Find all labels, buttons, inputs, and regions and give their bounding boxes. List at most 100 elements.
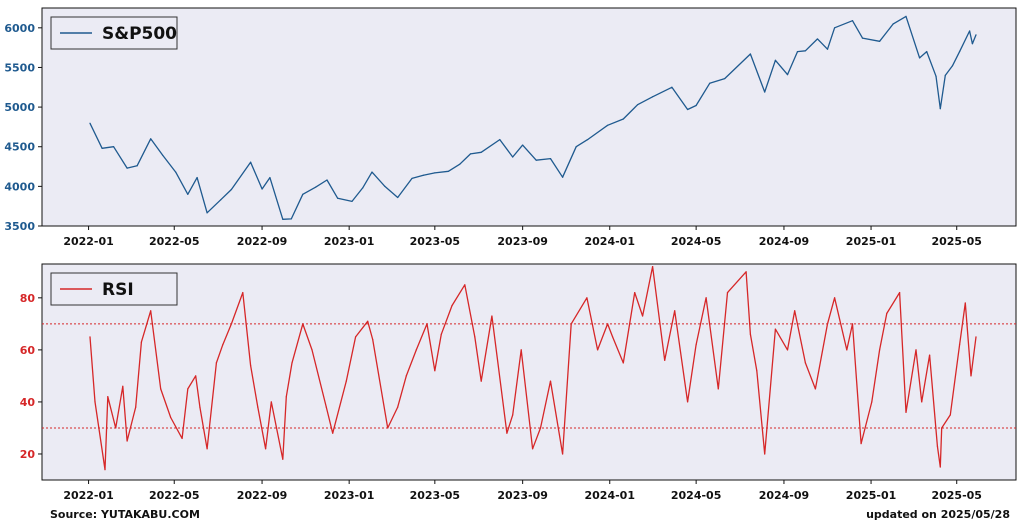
x-tick-label: 2023-05	[410, 489, 461, 502]
data-point	[749, 53, 751, 55]
data-point	[804, 50, 806, 52]
data-point	[958, 51, 961, 53]
data-point	[860, 442, 862, 445]
data-point	[834, 27, 836, 29]
data-point	[181, 437, 183, 439]
data-point	[774, 328, 776, 330]
data-point	[804, 362, 806, 364]
y-tick-label: 60	[20, 344, 36, 357]
x-tick-label: 2023-05	[410, 235, 461, 248]
data-point	[935, 75, 937, 77]
data-point	[671, 86, 673, 88]
data-point	[434, 370, 436, 372]
data-point	[562, 453, 564, 455]
data-point	[764, 453, 766, 455]
data-point	[607, 124, 609, 126]
data-point	[499, 138, 501, 141]
data-point	[270, 401, 272, 403]
data-point	[634, 292, 636, 294]
data-point	[674, 310, 676, 312]
data-point	[918, 57, 921, 59]
data-point	[150, 310, 152, 312]
legend-label: S&P500	[102, 24, 177, 44]
data-point	[796, 51, 799, 53]
data-point	[126, 167, 128, 169]
data-point	[230, 323, 232, 325]
data-point	[786, 349, 789, 351]
data-point	[89, 122, 91, 124]
data-point	[892, 23, 894, 25]
plot-area	[41, 7, 1017, 227]
data-point	[816, 38, 819, 40]
data-point	[175, 171, 177, 173]
data-point	[899, 292, 901, 294]
data-point	[975, 336, 977, 338]
x-tick-label: 2022-05	[149, 235, 200, 248]
data-point	[622, 362, 624, 364]
data-point	[786, 73, 789, 76]
data-point	[332, 432, 334, 434]
data-point	[405, 375, 407, 377]
data-point	[941, 427, 943, 429]
data-point	[206, 212, 208, 214]
data-point	[826, 48, 829, 50]
data-point	[814, 388, 816, 390]
data-point	[187, 388, 189, 390]
data-point	[756, 370, 758, 372]
data-point	[422, 174, 425, 176]
y-tick-label: 80	[20, 292, 36, 305]
legend-label: RSI	[102, 280, 134, 300]
data-point	[905, 411, 907, 413]
data-point	[411, 177, 413, 180]
x-tick-label: 2024-05	[671, 489, 722, 502]
rsi-panel: 20 40 60 80 2022-01 2022-05 2022-09 2023-01 2023…	[20, 263, 1017, 502]
x-tick-label: 2025-05	[931, 235, 982, 248]
data-point	[135, 406, 137, 408]
data-point	[89, 336, 91, 338]
data-point	[695, 104, 697, 107]
data-point	[104, 468, 106, 471]
data-point	[265, 448, 267, 450]
data-point	[964, 302, 966, 304]
data-point	[440, 333, 442, 335]
data-point	[337, 197, 339, 199]
data-point	[285, 396, 287, 398]
data-point	[636, 104, 639, 106]
data-point	[939, 108, 941, 110]
x-tick-label: 2024-05	[671, 235, 722, 248]
y-tick-label: 40	[20, 396, 36, 409]
data-point	[709, 82, 711, 84]
data-point	[651, 96, 654, 98]
data-point	[686, 108, 689, 111]
x-tick-label: 2025-01	[846, 235, 897, 248]
data-point	[250, 364, 252, 367]
data-point	[415, 349, 417, 351]
data-point	[794, 310, 796, 312]
data-point	[971, 43, 974, 45]
data-point	[474, 336, 476, 338]
data-point	[879, 40, 881, 42]
data-point	[491, 315, 493, 317]
data-point	[522, 144, 524, 146]
x-tick-label: 2022-01	[63, 489, 114, 502]
data-point	[150, 138, 152, 140]
data-point	[936, 445, 939, 447]
data-point	[122, 385, 124, 387]
data-point	[230, 188, 232, 191]
y-tick-label: 3500	[4, 220, 35, 233]
data-point	[302, 193, 304, 195]
data-point	[886, 312, 888, 315]
data-point	[861, 37, 864, 39]
data-point	[562, 176, 564, 178]
data-point	[949, 414, 951, 416]
data-point	[426, 323, 428, 325]
data-point	[871, 401, 873, 403]
data-point	[136, 165, 138, 167]
data-point	[520, 349, 522, 351]
data-point	[549, 380, 552, 382]
data-point	[939, 466, 941, 468]
data-point	[282, 218, 284, 220]
source-label: Source: YUTAKABU.COM	[50, 508, 200, 521]
x-tick-label: 2022-01	[63, 235, 114, 248]
data-point	[140, 341, 143, 343]
